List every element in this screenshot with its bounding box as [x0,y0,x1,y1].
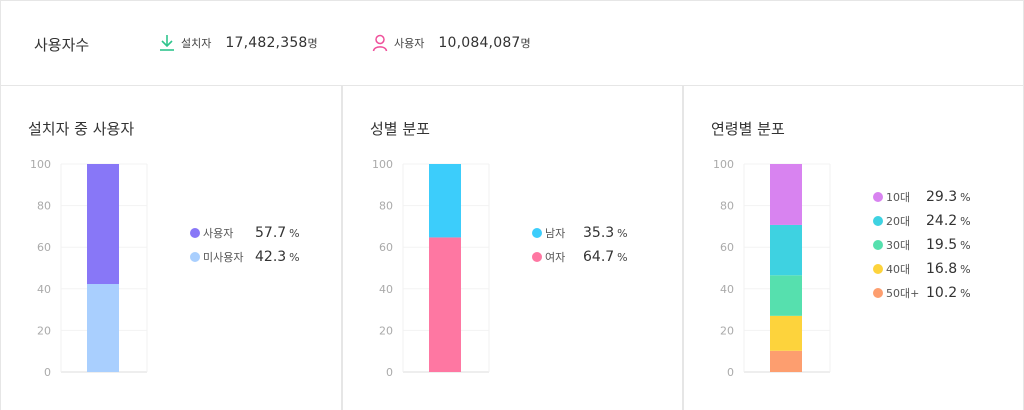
y-tick-label: 60 [37,241,51,254]
panel-title: 연령별 분포 [711,120,785,138]
y-tick-label: 20 [720,324,734,337]
bar-segment-20대 [770,224,802,276]
legend-label: 20대 [886,215,911,228]
legend-swatch [532,252,542,262]
y-tick-label: 60 [379,241,393,254]
bar-segment-30대 [770,275,802,316]
y-tick-label: 0 [727,366,734,379]
y-tick-label: 40 [37,283,51,296]
y-tick-label: 80 [37,200,51,213]
installs-stat: 설치자 17,482,358 명 [159,34,318,52]
bar-segment-사용자 [87,164,119,285]
installs-users-legend: 사용자 57.7% 미사용자 42.3% [190,221,300,269]
legend-swatch [873,216,883,226]
legend-percent-unit: % [960,238,971,252]
legend-item: 남자 35.3% [532,221,628,245]
y-tick-label: 0 [44,366,51,379]
bar-segment-50대+ [770,350,802,372]
legend-label: 남자 [545,227,566,240]
legend-item: 20대 24.2% [873,209,971,233]
legend-item: 40대 16.8% [873,257,971,281]
legend-swatch [190,252,200,262]
legend-label: 10대 [886,191,911,204]
legend-value: 10.2 [926,285,958,301]
download-icon [159,34,175,52]
y-tick-label: 40 [379,283,393,296]
panel-age: 연령별 분포 100 80 60 40 20 0 10대 29.3% 20대 24.2% 30대 1… [683,86,1024,410]
y-tick-label: 100 [713,158,734,171]
legend-label: 미사용자 [203,251,244,264]
bar-segment-10대 [770,164,802,225]
bar-segment-40대 [770,315,802,351]
legend-swatch [873,240,883,250]
users-unit: 명 [520,37,531,50]
gender-chart: 100 80 60 40 20 0 [372,158,490,379]
panel-installs-users: 설치자 중 사용자 100 80 60 40 20 0 사용자 57.7% 미사용자 42.3% [0,86,342,410]
bar-segment-여자 [429,237,461,372]
legend-percent-unit: % [617,226,628,240]
bar-segment-남자 [429,164,461,238]
y-tick-label: 0 [386,366,393,379]
legend-percent-unit: % [960,286,971,300]
legend-value: 35.3 [583,225,615,241]
y-tick-label: 80 [720,200,734,213]
installs-unit: 명 [307,37,318,50]
users-value: 10,084,087 [438,35,521,51]
legend-percent-unit: % [960,190,971,204]
legend-swatch [532,228,542,238]
gender-legend: 남자 35.3% 여자 64.7% [532,221,628,269]
summary-title: 사용자수 [34,36,90,54]
legend-label: 40대 [886,263,911,276]
y-tick-label: 20 [379,324,393,337]
legend-value: 64.7 [583,249,615,265]
legend-swatch [190,228,200,238]
installs-label: 설치자 [181,37,212,50]
legend-percent-unit: % [289,226,300,240]
legend-swatch [873,192,883,202]
users-stat: 사용자 10,084,087 명 [372,34,531,52]
legend-label: 여자 [545,251,566,264]
legend-item: 10대 29.3% [873,185,971,209]
legend-item: 사용자 57.7% [190,221,300,245]
installs-users-chart: 100 80 60 40 20 0 [30,158,148,379]
legend-item: 50대+ 10.2% [873,281,971,305]
y-tick-label: 100 [372,158,393,171]
y-tick-label: 20 [37,324,51,337]
legend-value: 57.7 [255,225,287,241]
user-count-summary: 사용자수 설치자 17,482,358 명 사용자 10,084,087 명 [0,0,1024,86]
y-tick-label: 100 [30,158,51,171]
panel-title: 설치자 중 사용자 [28,120,135,138]
bar-segment-미사용자 [87,284,119,372]
legend-percent-unit: % [960,214,971,228]
legend-swatch [873,264,883,274]
legend-value: 42.3 [255,249,287,265]
legend-percent-unit: % [960,262,971,276]
legend-item: 여자 64.7% [532,245,628,269]
y-tick-label: 40 [720,283,734,296]
user-icon [372,34,388,52]
legend-value: 29.3 [926,189,958,205]
legend-item: 미사용자 42.3% [190,245,300,269]
age-legend: 10대 29.3% 20대 24.2% 30대 19.5% 40대 16.8% 50대+ 10.2… [873,185,971,305]
legend-value: 24.2 [926,213,958,229]
installs-value: 17,482,358 [225,35,308,51]
legend-label: 50대+ [886,287,920,300]
age-chart: 100 80 60 40 20 0 [713,158,831,379]
legend-swatch [873,288,883,298]
users-label: 사용자 [394,37,425,50]
panel-title: 성별 분포 [370,120,430,138]
legend-value: 16.8 [926,261,958,277]
legend-percent-unit: % [617,250,628,264]
legend-item: 30대 19.5% [873,233,971,257]
legend-percent-unit: % [289,250,300,264]
legend-value: 19.5 [926,237,958,253]
y-tick-label: 80 [379,200,393,213]
legend-label: 30대 [886,239,911,252]
legend-label: 사용자 [203,227,234,240]
panel-gender: 성별 분포 100 80 60 40 20 0 남자 35.3% 여자 64.7% [342,86,683,410]
y-tick-label: 60 [720,241,734,254]
